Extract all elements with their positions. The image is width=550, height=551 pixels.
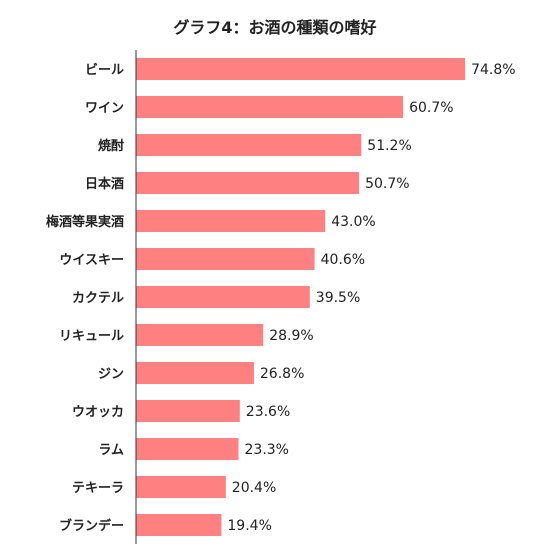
chart-title: グラフ4：お酒の種類の嗜好	[173, 18, 377, 37]
value-label: 39.5%	[316, 290, 360, 306]
category-label: カクテル	[72, 291, 124, 306]
value-label: 74.8%	[471, 62, 515, 78]
category-label: ブランデー	[59, 518, 124, 534]
value-label: 43.0%	[331, 214, 375, 230]
value-label: 23.3%	[245, 442, 289, 458]
bar	[136, 58, 466, 80]
bar	[136, 210, 326, 232]
category-label: リキュール	[59, 329, 124, 344]
category-label: 焼酎	[98, 138, 124, 154]
category-label: ジン	[98, 367, 124, 382]
bar	[136, 362, 254, 384]
bar	[136, 96, 404, 118]
category-label: ウイスキー	[59, 253, 124, 268]
bar	[136, 400, 240, 422]
value-label: 19.4%	[227, 518, 271, 534]
category-label: テキーラ	[72, 481, 124, 496]
category-label: ビール	[85, 62, 124, 78]
bars-layer: ビール 74.8% ワイン 60.7% 焼酎 51.2% 日本酒 50.7% 梅酒等果実酒 43.…	[46, 58, 516, 536]
value-label: 23.6%	[246, 404, 290, 420]
value-label: 28.9%	[269, 328, 313, 344]
category-label: ワイン	[85, 101, 124, 116]
category-label: ウオッカ	[72, 405, 124, 420]
bar	[136, 514, 222, 536]
bar	[136, 438, 239, 460]
bar	[136, 476, 226, 498]
value-label: 26.8%	[260, 366, 304, 382]
bar	[136, 248, 315, 270]
category-label: 梅酒等果実酒	[46, 214, 124, 230]
bar	[136, 286, 310, 308]
bar	[136, 134, 362, 156]
value-label: 51.2%	[367, 138, 411, 154]
bar	[136, 324, 264, 346]
value-label: 20.4%	[232, 480, 276, 496]
category-label: 日本酒	[85, 176, 124, 192]
value-label: 60.7%	[409, 100, 453, 116]
category-label: ラム	[98, 443, 124, 458]
value-label: 50.7%	[365, 176, 409, 192]
value-label: 40.6%	[321, 252, 365, 268]
bar	[136, 172, 360, 194]
